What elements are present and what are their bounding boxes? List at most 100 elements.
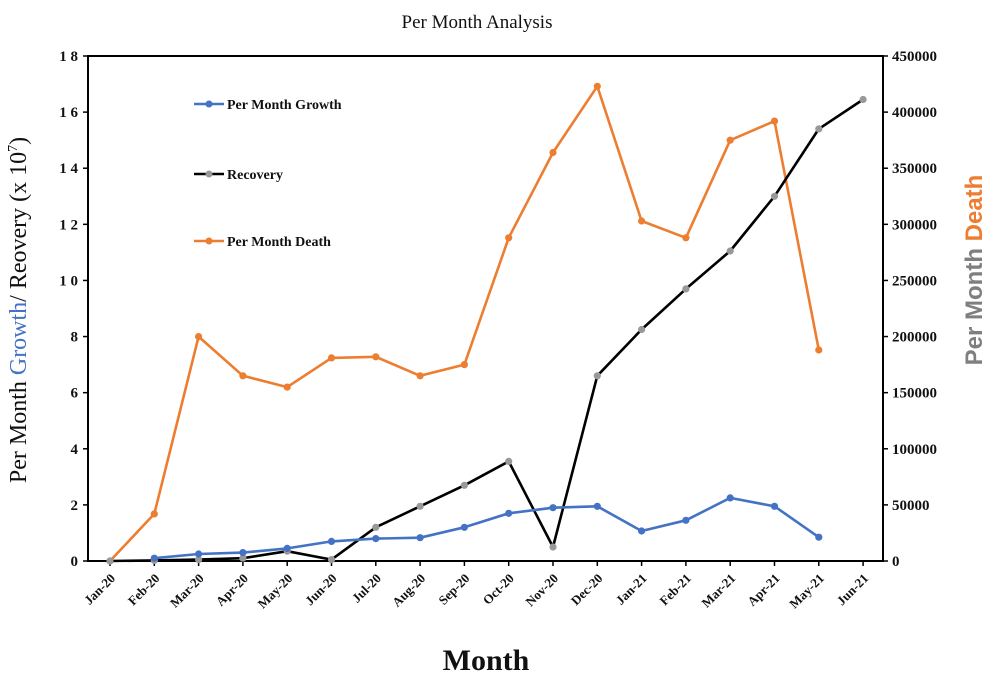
data-point-per-month-death	[549, 148, 557, 157]
legend-label-death: Per Month Death	[227, 235, 331, 250]
left-y-tick-label: 8	[71, 330, 79, 346]
left-y-tick-label: 4	[71, 442, 79, 458]
data-point-per-month-death	[726, 136, 734, 144]
data-point-per-month-death	[460, 361, 468, 369]
data-point-per-month-death	[593, 82, 601, 90]
x-axis: Jan-20 Feb-20 Mar-20 Apr-20 May-20 Jun-20 Jul-…	[81, 561, 871, 611]
right-y-tick-label: 50000	[892, 498, 930, 514]
x-tick-label: Jul-20	[349, 571, 384, 606]
left-y-tick-label: 1 0	[59, 273, 78, 289]
plot-area-frame	[87, 55, 884, 562]
x-tick-label: Feb-21	[656, 571, 694, 609]
series-layer	[106, 82, 867, 565]
data-point-per-month-growth	[416, 534, 424, 542]
data-point-recovery	[239, 554, 247, 562]
right-y-label-death: Death	[961, 175, 988, 242]
data-point-per-month-growth	[593, 502, 601, 510]
right-y-label-part1: Per Month	[961, 241, 988, 365]
data-point-recovery	[859, 95, 867, 104]
x-tick-label: Apr-21	[744, 571, 782, 609]
data-point-per-month-death	[770, 117, 779, 125]
data-point-per-month-death	[505, 234, 513, 242]
x-axis-label: Month	[443, 644, 530, 676]
right-y-tick-label: 400000	[892, 105, 937, 121]
left-y-axis-label: Per Month Growth/ Reovery (x 107)	[6, 137, 32, 483]
right-y-tick-label: 150000	[892, 386, 937, 402]
legend-marker-death	[205, 237, 213, 245]
data-point-per-month-growth	[195, 550, 203, 558]
data-point-per-month-growth	[682, 516, 690, 524]
x-tick-label: Mar-21	[698, 571, 738, 611]
data-point-recovery	[815, 125, 823, 133]
data-point-per-month-growth	[460, 523, 468, 531]
right-y-tick-label: 0	[892, 554, 900, 570]
data-point-per-month-growth	[239, 549, 247, 557]
left-y-tick-label: 1 6	[59, 105, 78, 121]
data-point-per-month-growth	[327, 537, 336, 546]
x-tick-label: Mar-20	[167, 571, 207, 611]
data-point-per-month-death	[682, 234, 690, 242]
data-point-per-month-growth	[726, 494, 734, 502]
x-tick-label: Aug-20	[389, 571, 428, 610]
data-point-per-month-growth	[549, 504, 557, 512]
data-point-per-month-death	[372, 353, 380, 361]
data-point-recovery	[106, 557, 114, 565]
legend: Per Month Growth Recovery Per Month Deat…	[194, 98, 342, 250]
chart-title: Per Month Analysis	[402, 12, 553, 33]
left-y-tick-label: 6	[71, 386, 79, 402]
left-y-label-part3: / Reovery (x 10	[6, 152, 32, 302]
data-point-per-month-growth	[638, 527, 646, 535]
data-point-recovery	[682, 285, 690, 293]
x-tick-label: Oct-20	[480, 571, 517, 608]
right-y-axis-label: Per Month Death	[961, 175, 988, 366]
x-tick-label: Jun-20	[302, 571, 340, 609]
right-y-tick-label: 350000	[892, 161, 937, 177]
x-tick-label: Apr-20	[213, 571, 251, 609]
data-point-per-month-growth	[372, 535, 380, 543]
legend-marker-recovery	[205, 170, 213, 178]
left-y-label-part4: )	[6, 137, 32, 145]
data-point-per-month-growth	[283, 544, 291, 553]
legend-label-growth: Per Month Growth	[227, 98, 342, 113]
data-point-recovery	[726, 247, 734, 255]
x-tick-label: Feb-20	[125, 571, 163, 609]
data-point-recovery	[549, 543, 557, 551]
data-point-per-month-death	[283, 383, 291, 391]
left-y-label-part1: Per Month	[6, 375, 32, 483]
x-tick-label: Jan-20	[81, 571, 118, 608]
series-line-per-month-death	[109, 85, 821, 562]
data-point-recovery	[593, 372, 601, 380]
data-point-recovery	[460, 481, 468, 489]
data-point-per-month-growth	[770, 502, 779, 510]
data-point-recovery	[638, 325, 646, 334]
data-point-recovery	[416, 502, 424, 510]
right-y-tick-label: 250000	[892, 273, 937, 289]
series-line-per-month-growth	[154, 496, 820, 560]
left-y-label-growth: Growth	[6, 302, 32, 375]
data-point-per-month-death	[150, 510, 158, 518]
legend-item-recovery: Recovery	[194, 168, 283, 183]
legend-item-growth: Per Month Growth	[194, 98, 342, 113]
left-y-tick-label: 1 2	[59, 217, 78, 233]
data-point-per-month-death	[239, 372, 247, 380]
left-y-tick-label: 0	[71, 554, 79, 570]
data-point-per-month-death	[416, 372, 424, 380]
x-tick-label: Jan-21	[613, 571, 650, 608]
x-tick-label: Sep-20	[435, 571, 472, 608]
right-y-tick-label: 300000	[892, 217, 937, 233]
right-y-tick-label: 100000	[892, 442, 937, 458]
data-point-recovery	[505, 457, 513, 465]
right-y-tick-label: 200000	[892, 330, 937, 346]
x-tick-label: Nov-20	[522, 571, 561, 610]
left-y-tick-label: 1 4	[59, 161, 78, 177]
left-y-axis: 0 2 4 6 8 1 0 1 2 1 4 1 6 1 8	[59, 49, 88, 570]
left-y-tick-label: 2	[71, 498, 79, 514]
data-point-per-month-growth	[505, 509, 513, 517]
data-point-per-month-death	[815, 346, 823, 354]
x-tick-label: Dec-20	[568, 571, 606, 609]
x-tick-label: May-21	[786, 571, 827, 612]
data-point-per-month-growth	[815, 533, 823, 541]
data-point-recovery	[770, 192, 779, 200]
data-point-recovery	[327, 556, 336, 564]
